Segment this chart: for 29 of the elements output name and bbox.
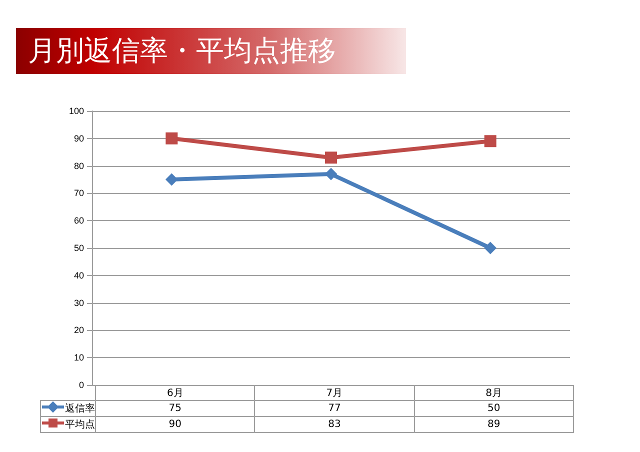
point xyxy=(484,135,496,148)
point xyxy=(166,174,178,186)
point xyxy=(484,242,496,254)
point xyxy=(325,152,337,164)
y-tick-label: 100 xyxy=(68,106,84,116)
y-tick-label: 30 xyxy=(74,298,84,308)
y-tick-label: 10 xyxy=(74,352,84,363)
x-tick-label: 7月 xyxy=(254,386,414,400)
data-label: 50 xyxy=(414,400,574,416)
data-label: 90 xyxy=(96,416,255,432)
y-tick-label: 50 xyxy=(74,243,84,253)
data-label: 89 xyxy=(414,416,574,432)
y-tick-label: 40 xyxy=(74,270,84,280)
legend-label: 返信率 xyxy=(65,404,95,414)
point xyxy=(325,168,337,180)
y-tick-label: 80 xyxy=(74,160,84,171)
y-tick-label: 90 xyxy=(74,133,84,144)
data-label: 77 xyxy=(254,400,414,416)
x-tick-label: 8月 xyxy=(414,386,574,400)
data-label: 83 xyxy=(254,416,414,432)
point xyxy=(166,132,178,144)
y-tick-label: 20 xyxy=(74,325,84,336)
legend-label: 平均点 xyxy=(65,420,95,430)
chart-title: 月別返信率・平均点推移 xyxy=(16,28,406,74)
y-tick-label: 70 xyxy=(74,188,84,198)
y-tick-label: 0 xyxy=(78,380,84,390)
x-tick-label: 6月 xyxy=(96,386,255,400)
y-tick-label: 60 xyxy=(74,216,84,226)
data-label: 75 xyxy=(96,400,255,416)
